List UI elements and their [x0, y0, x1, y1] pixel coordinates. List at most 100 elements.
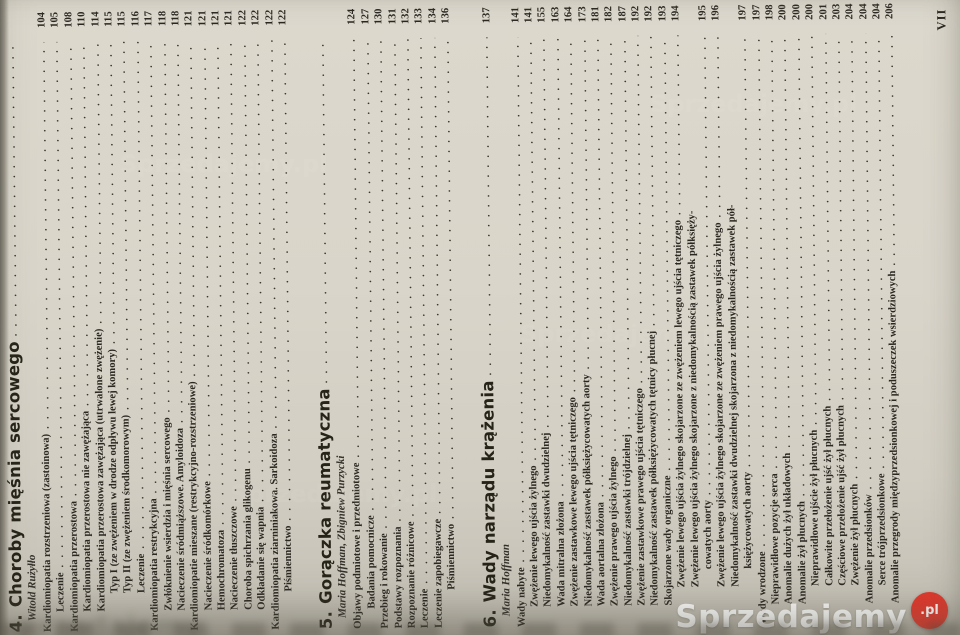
entry-page-number: 192 [630, 5, 642, 22]
entry-title: Serce trójprzedsionkowe [876, 473, 889, 586]
chapter-entries: Wady nabyte . . . . . . . . . . . . . . … [509, 3, 904, 627]
entry-page-number: 197 [737, 4, 749, 21]
entry-page-number: 194 [670, 5, 682, 22]
toc-chapter-section: 6. Wady narządu krążenia . . . . . . . .… [474, 3, 904, 627]
entry-page-number: 163 [549, 6, 562, 23]
leader-dots: . . . . . . . . . . . . . . . . . . . . … [316, 39, 331, 383]
entry-page-number: 115 [103, 11, 115, 27]
entry-page-number: 104 [36, 12, 48, 29]
entry-title: Skojarzone wady organiczne [662, 475, 675, 606]
entry-page-number: 155 [536, 6, 548, 23]
entry-title: Leczenie [55, 572, 67, 612]
entry-page-number: 198 [764, 4, 776, 21]
entry-page-number: 133 [413, 8, 425, 25]
entry-page-number: 132 [400, 8, 412, 25]
entry-page-number: 105 [49, 11, 61, 28]
entry-title: Wada aortalna złożona [595, 501, 608, 607]
entry-page-number: 108 [63, 11, 75, 28]
chapter-entries: Objawy podmiotowe i przedmiotowe . . . .… [346, 8, 460, 629]
entry-title: księżycowatych aorty [742, 471, 755, 569]
entry-page-number: 141 [523, 6, 535, 23]
entry-page-number: 164 [563, 6, 575, 23]
entry-page-number: 200 [804, 3, 816, 20]
entry-page-number: 206 [884, 3, 896, 20]
entry-page-number: 195 [697, 5, 709, 22]
entry-page-number: 122 [263, 9, 276, 26]
entry-title: Kardiomiopatia przerostowa [68, 500, 81, 632]
toc-chapter-section: 4. Choroby mięśnia sercowego . . . . . .… [0, 9, 296, 632]
entry-page-number: 117 [143, 10, 155, 27]
table-of-contents-page: 4. Choroby mięśnia sercowego . . . . . .… [0, 3, 959, 632]
leader-dots: . . . . . . . . . . . . . . . . . . . . … [479, 37, 494, 375]
entry-page-number: 136 [440, 7, 452, 24]
entry-page-number: 204 [844, 3, 856, 20]
entry-page-number: 121 [183, 10, 195, 27]
entry-page-number: 204 [857, 3, 870, 20]
entry-title: Kardiomiopatia restrykcyjna [148, 498, 161, 631]
entry-page-number: 200 [790, 4, 803, 21]
toc-sections: 4. Choroby mięśnia sercowego . . . . . .… [0, 3, 903, 632]
entry-page-number: 173 [576, 6, 588, 23]
entry-page-number: 121 [210, 10, 222, 27]
leader-dots [732, 35, 734, 200]
entry-page-number: 192 [643, 5, 655, 22]
entry-title: Nacieczenie tłuszczowe [228, 506, 242, 611]
entry-title: Piśmiennictwo [445, 523, 458, 590]
entry-title: Badania pomocnicze [365, 515, 378, 609]
chapter-page-number: 137 [480, 7, 492, 24]
entry-page-number: 181 [590, 6, 602, 23]
leader-dots: . . . . . . . . . . . . . . . . . . . . … [884, 33, 900, 266]
entry-page-number: 131 [386, 8, 399, 25]
chapter-title: Gorączka reumatyczna [314, 388, 336, 605]
toc-chapter-section: 5. Gorączka reumatyczna . . . . . . . . … [311, 8, 460, 629]
entry-page-number: 197 [750, 4, 762, 21]
entry-page-number: 196 [710, 4, 722, 21]
chapter-title: Wady narządu krążenia [477, 380, 500, 603]
entry-page-number: 141 [509, 7, 521, 24]
entry-page-number: 115 [116, 11, 128, 27]
chapter-entries: Kardiomiopatia rozstrzeniowa (zastoinowa… [35, 9, 296, 632]
watermark-tld-text: .pl [920, 603, 939, 618]
photo-bottom-blur [0, 623, 960, 635]
entry-page-number: 204 [871, 3, 883, 20]
entry-title: Wada mitralna złożona [555, 501, 568, 607]
entry-page-number: 124 [346, 8, 358, 25]
entry-page-number: 134 [427, 7, 439, 24]
entry-page-number: 193 [657, 5, 669, 22]
entry-title: Leczenie zapobiegawcze [432, 518, 445, 629]
page-edge-shadow [0, 0, 9, 635]
entry-title: Leczenie [135, 553, 148, 594]
entry-title: Nieprawidłowe pozycje serca [769, 473, 782, 605]
entry-title: Anomalie przedsionków [863, 494, 876, 604]
entry-page-number: 122 [250, 9, 262, 26]
entry-title: Wady nabyte [515, 567, 528, 628]
entry-page-number: 130 [373, 8, 385, 25]
entry-title: Przebieg i rokowanie [378, 533, 391, 629]
leader-dots [692, 35, 694, 205]
entry-title: cowatych aorty [702, 499, 715, 570]
entry-page-number: 121 [223, 10, 235, 27]
entry-title: Nacieczenie śródkomórkowe [201, 481, 215, 611]
entry-page-number: 110 [76, 11, 88, 28]
entry-page-number: 201 [817, 3, 829, 20]
entry-page-number: 200 [777, 4, 789, 21]
leader-dots: . . . . . . . . . . . . . . . . . . . . … [670, 35, 685, 215]
entry-page-number: 182 [603, 6, 615, 23]
leader-dots: . . . . . . . . . . . . . . . . . . . . … [710, 35, 725, 218]
entry-title: Odkładanie się wapnia [255, 506, 268, 610]
entry-title: Podstawy rozpoznania [392, 526, 405, 629]
entry-title: Zwężenie żył płucnych [849, 483, 862, 586]
entry-page-number: 121 [196, 10, 209, 27]
entry-page-number: 122 [237, 9, 249, 26]
entry-page-number: 203 [831, 3, 843, 20]
entry-page-number: 118 [156, 10, 168, 27]
entry-page-number: 116 [130, 11, 142, 27]
watermark: Sprzedajemy .pl [675, 592, 948, 635]
entry-page-number: 187 [616, 5, 629, 22]
entry-page-number: 118 [170, 10, 182, 27]
entry-page-number: 127 [360, 8, 372, 25]
entry-title: Anomalie żył płucnych [796, 501, 809, 605]
watermark-brand-text: Sprzedajemy [675, 598, 907, 635]
folio-page-number: VII [934, 8, 949, 31]
